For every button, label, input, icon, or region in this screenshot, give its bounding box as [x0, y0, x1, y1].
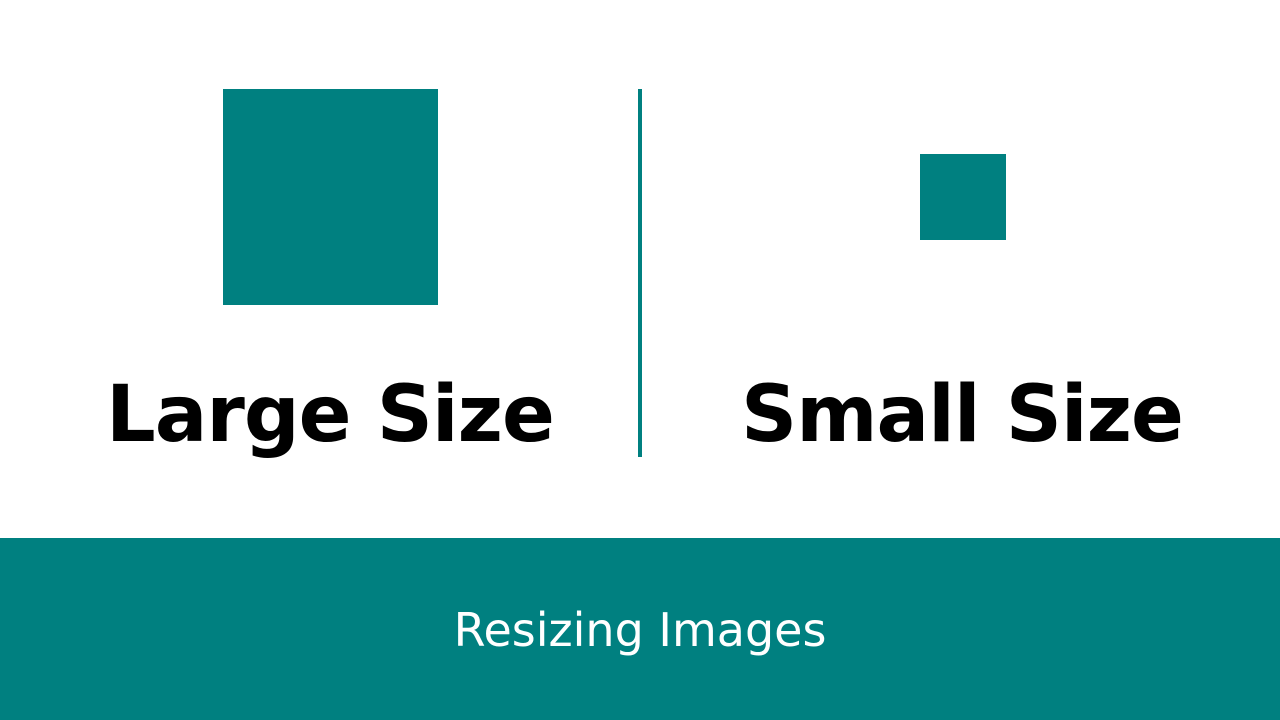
vertical-divider: [638, 89, 642, 457]
large-teal-square: [223, 89, 438, 305]
footer-bar: [0, 538, 1280, 720]
large-size-label: Large Size: [106, 370, 555, 460]
footer-title: Resizing Images: [453, 603, 827, 657]
small-size-label: Small Size: [741, 370, 1184, 460]
small-teal-square: [920, 154, 1006, 240]
